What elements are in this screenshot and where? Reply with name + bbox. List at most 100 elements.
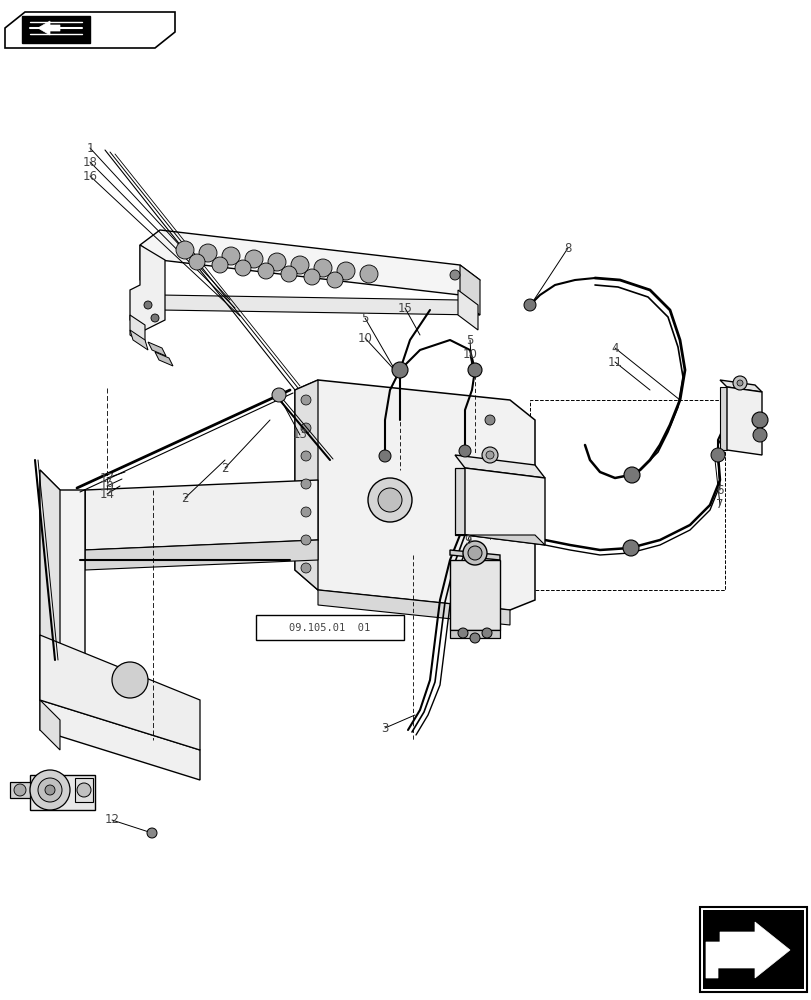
Polygon shape — [130, 245, 165, 330]
Polygon shape — [85, 540, 318, 570]
Polygon shape — [454, 468, 465, 535]
Circle shape — [199, 244, 217, 262]
Circle shape — [449, 270, 460, 280]
Circle shape — [301, 535, 311, 545]
Circle shape — [523, 299, 535, 311]
Circle shape — [245, 250, 263, 268]
Circle shape — [30, 770, 70, 810]
Circle shape — [470, 633, 479, 643]
Text: 16: 16 — [83, 170, 97, 183]
Circle shape — [751, 412, 767, 428]
Polygon shape — [148, 342, 165, 356]
Polygon shape — [130, 315, 145, 345]
Circle shape — [258, 263, 273, 279]
Circle shape — [301, 395, 311, 405]
Polygon shape — [449, 630, 500, 638]
Circle shape — [482, 447, 497, 463]
Circle shape — [290, 256, 309, 274]
Bar — [699, 907, 806, 992]
Circle shape — [623, 467, 639, 483]
Polygon shape — [5, 12, 175, 48]
Polygon shape — [38, 21, 60, 35]
Circle shape — [301, 451, 311, 461]
Polygon shape — [719, 380, 761, 392]
Circle shape — [736, 380, 742, 386]
Polygon shape — [449, 550, 500, 560]
Circle shape — [482, 628, 491, 638]
Polygon shape — [30, 775, 95, 810]
Text: 10: 10 — [462, 349, 477, 361]
Circle shape — [732, 376, 746, 390]
Text: 5: 5 — [361, 312, 368, 324]
Polygon shape — [40, 470, 60, 720]
Circle shape — [458, 445, 470, 457]
Polygon shape — [160, 295, 479, 315]
Circle shape — [484, 415, 495, 425]
Text: 12: 12 — [105, 813, 119, 826]
Circle shape — [301, 563, 311, 573]
Polygon shape — [40, 635, 200, 750]
Polygon shape — [719, 387, 726, 450]
Circle shape — [378, 488, 401, 512]
Circle shape — [268, 253, 285, 271]
Circle shape — [38, 778, 62, 802]
Text: 18: 18 — [83, 156, 97, 169]
Circle shape — [327, 272, 342, 288]
Polygon shape — [457, 290, 478, 330]
Circle shape — [710, 448, 724, 462]
Circle shape — [144, 301, 152, 309]
Text: 17: 17 — [100, 472, 114, 485]
Circle shape — [486, 451, 493, 459]
Circle shape — [752, 428, 766, 442]
Polygon shape — [130, 330, 148, 350]
Circle shape — [457, 628, 467, 638]
Polygon shape — [40, 470, 85, 720]
Text: 9: 9 — [464, 534, 471, 546]
Polygon shape — [139, 230, 479, 295]
Circle shape — [379, 450, 391, 462]
Polygon shape — [449, 560, 500, 630]
Text: 2: 2 — [181, 491, 188, 504]
Text: 4: 4 — [611, 342, 618, 355]
Text: 19: 19 — [100, 480, 114, 492]
Bar — [530, 400, 724, 590]
Polygon shape — [454, 455, 544, 478]
Bar — [702, 910, 803, 989]
Circle shape — [151, 314, 159, 322]
Circle shape — [301, 507, 311, 517]
Text: 6: 6 — [715, 484, 723, 496]
Polygon shape — [139, 245, 160, 295]
Polygon shape — [10, 782, 30, 798]
Text: 15: 15 — [397, 302, 412, 314]
Polygon shape — [454, 535, 544, 545]
Circle shape — [359, 265, 378, 283]
Circle shape — [221, 247, 240, 265]
Circle shape — [367, 478, 411, 522]
Bar — [255, 615, 404, 640]
Polygon shape — [705, 922, 789, 978]
Circle shape — [189, 254, 204, 270]
Circle shape — [234, 260, 251, 276]
Circle shape — [337, 262, 354, 280]
Circle shape — [301, 423, 311, 433]
Circle shape — [112, 662, 148, 698]
Polygon shape — [85, 480, 318, 550]
Text: 14: 14 — [100, 488, 114, 500]
Polygon shape — [155, 352, 173, 366]
Circle shape — [45, 785, 55, 795]
Circle shape — [303, 269, 320, 285]
Polygon shape — [465, 468, 544, 545]
Polygon shape — [40, 700, 200, 780]
Polygon shape — [22, 16, 90, 43]
Circle shape — [392, 362, 407, 378]
Circle shape — [281, 266, 297, 282]
Text: 8: 8 — [564, 241, 571, 254]
Text: 11: 11 — [607, 356, 622, 368]
Polygon shape — [75, 778, 93, 802]
Polygon shape — [40, 700, 60, 750]
Circle shape — [272, 388, 285, 402]
Circle shape — [301, 479, 311, 489]
Circle shape — [467, 363, 482, 377]
Polygon shape — [726, 387, 761, 455]
Text: 10: 10 — [357, 332, 372, 344]
